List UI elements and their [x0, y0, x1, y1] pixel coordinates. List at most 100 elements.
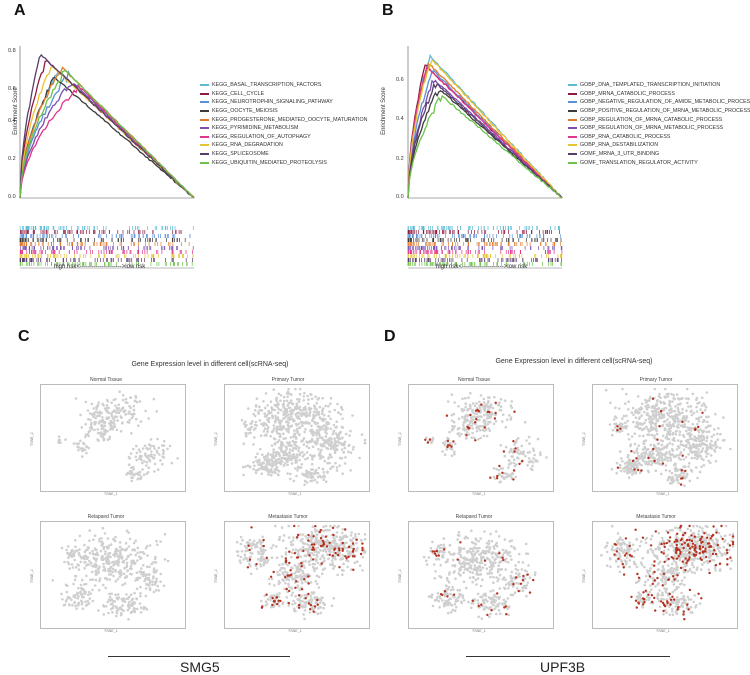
cell-point	[288, 441, 291, 444]
cell-point	[166, 559, 170, 563]
expressing-cell-point	[489, 476, 492, 479]
cell-point	[276, 570, 279, 574]
cell-point	[119, 409, 122, 413]
cell-point	[282, 413, 285, 417]
cell-point	[120, 608, 123, 611]
cell-point	[285, 408, 289, 412]
cell-point	[113, 600, 116, 603]
cell-point	[330, 438, 333, 441]
legend-item: KEGG_NEUROTROPHIN_SIGNALING_PATHWAY	[200, 98, 367, 107]
cell-point	[643, 446, 647, 450]
cell-point	[96, 405, 99, 408]
cell-point	[98, 565, 101, 568]
cell-point	[259, 434, 263, 437]
cell-point	[658, 415, 662, 419]
cell-point	[292, 599, 295, 603]
cell-point	[147, 417, 150, 420]
cell-point	[236, 550, 240, 553]
cell-point	[705, 430, 708, 434]
legend-label: KEGG_PROGESTERONE_MEDIATED_OOCYTE_MATURA…	[212, 116, 368, 123]
cell-point	[271, 408, 274, 412]
cell-point	[644, 405, 647, 408]
cell-point	[93, 422, 97, 426]
cell-point	[125, 564, 129, 567]
expressing-cell-point	[480, 403, 483, 406]
cell-point	[450, 454, 454, 458]
cell-point	[482, 397, 486, 401]
cell-point	[475, 429, 479, 433]
cell-point	[658, 448, 662, 452]
cell-point	[465, 431, 469, 434]
expressing-cell-point	[338, 549, 341, 552]
cell-point	[157, 446, 161, 450]
cell-point	[94, 578, 98, 582]
cell-point	[287, 458, 291, 461]
cell-point	[70, 598, 73, 601]
cell-point	[314, 538, 317, 542]
cell-point	[668, 441, 672, 445]
cell-point	[282, 426, 286, 429]
cell-point	[113, 539, 117, 543]
cell-point	[121, 421, 124, 425]
cell-point	[296, 552, 300, 556]
cell-point	[136, 559, 139, 562]
cell-point	[689, 437, 693, 441]
expressing-cell-point	[428, 438, 432, 441]
cell-point	[129, 452, 133, 455]
cell-point	[666, 424, 669, 427]
cell-point	[121, 560, 124, 564]
cell-point	[148, 447, 152, 450]
cell-point	[109, 424, 113, 427]
cell-point	[699, 415, 703, 419]
cell-point	[279, 394, 283, 397]
cell-point	[123, 566, 126, 570]
expressing-cell-point	[307, 582, 310, 585]
cell-point	[678, 446, 681, 449]
cell-point	[499, 480, 502, 483]
panel-letter-d: D	[384, 328, 396, 345]
expressing-cell-point	[295, 556, 299, 559]
cell-point	[645, 408, 649, 411]
cell-point	[631, 406, 635, 410]
cell-point	[683, 423, 687, 426]
cell-point	[275, 425, 279, 429]
cell-point	[130, 479, 133, 483]
expressing-cell-point	[344, 528, 347, 531]
cell-point	[64, 438, 67, 441]
cell-point	[504, 445, 508, 449]
expressing-cell-point	[307, 533, 310, 537]
cell-point	[83, 592, 87, 595]
expressing-cell-point	[475, 418, 478, 421]
cell-point	[96, 567, 100, 571]
cell-point	[622, 414, 626, 418]
cell-point	[91, 578, 95, 581]
cell-point	[709, 454, 713, 457]
cell-point	[306, 421, 310, 424]
expressing-cell-point	[331, 526, 335, 530]
cell-point	[272, 594, 276, 597]
cell-point	[90, 402, 94, 406]
cell-point	[716, 438, 720, 441]
cell-point	[121, 393, 125, 397]
cell-point	[356, 560, 359, 563]
cell-point	[266, 428, 269, 431]
cell-point	[261, 535, 264, 539]
scrna-c-relapsed-plot	[40, 521, 186, 629]
expressing-cell-point	[450, 445, 453, 448]
cell-point	[298, 387, 302, 391]
cell-point	[697, 453, 701, 456]
cell-point	[104, 557, 107, 560]
cell-point	[618, 407, 621, 410]
legend-item: GOBP_RNA_CATABOLIC_PROCESS	[568, 133, 750, 142]
gsea-b-legend: GOBP_DNA_TEMPLATED_TRANSCRIPTION_INITIAT…	[568, 81, 750, 167]
cell-point	[650, 428, 654, 432]
cell-point	[243, 553, 247, 556]
cell-point	[293, 607, 296, 610]
cell-point	[333, 451, 337, 455]
cell-point	[319, 542, 323, 546]
cell-point	[676, 439, 680, 442]
cell-point	[133, 602, 137, 605]
cell-point	[139, 606, 143, 609]
expressing-cell-point	[477, 410, 480, 413]
cell-point	[332, 567, 335, 570]
